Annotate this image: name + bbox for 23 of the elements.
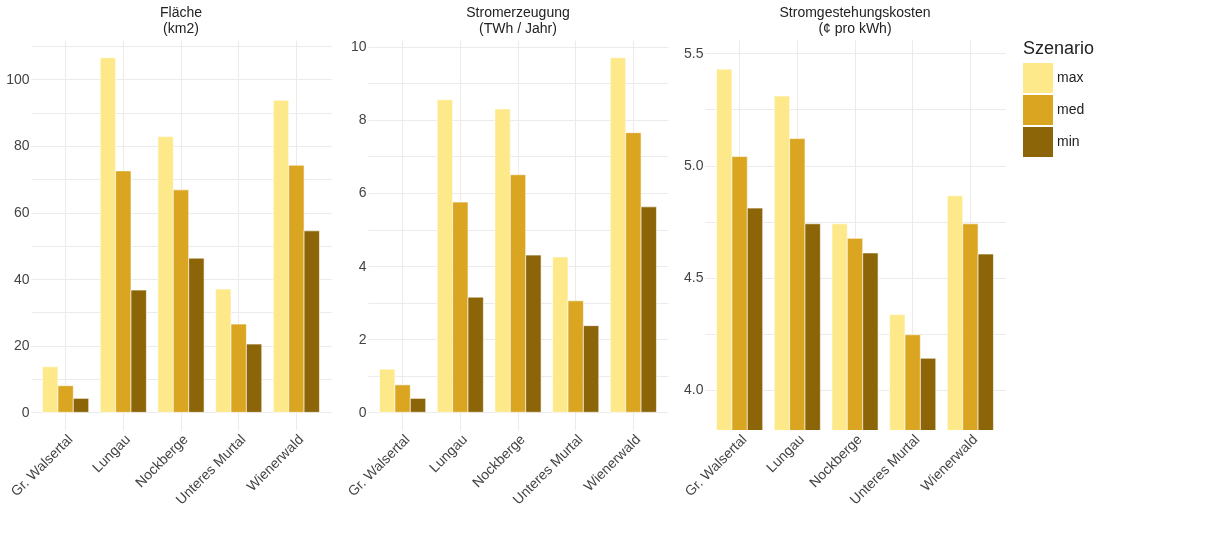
y-tick-label: 40 [13, 270, 30, 287]
y-tick-label: 0 [21, 403, 30, 420]
chart-title: Stromerzeugung (TWh / Jahr) [466, 3, 570, 36]
y-tick-label: 6 [358, 184, 367, 201]
legend-label: min [1057, 133, 1080, 149]
y-tick-label: 4.5 [684, 269, 704, 286]
legend-label: max [1057, 69, 1084, 85]
y-tick-label: 60 [13, 204, 30, 221]
y-tick-label: 5.5 [684, 44, 704, 61]
y-tick-label: 8 [358, 111, 367, 128]
y-tick-label: 4.0 [684, 381, 704, 398]
y-tick-label: 10 [350, 38, 367, 55]
y-tick-label: 100 [6, 70, 30, 87]
legend-label: med [1057, 101, 1085, 117]
y-tick-label: 0 [358, 403, 367, 420]
y-tick-label: 80 [13, 137, 30, 154]
y-tick-label: 2 [358, 330, 367, 347]
legend-title: Szenario [1023, 38, 1095, 58]
y-tick-label: 5.0 [684, 157, 704, 174]
y-tick-label: 20 [13, 337, 30, 354]
y-tick-label: 4 [358, 257, 367, 274]
chart-title: Fläche (km2) [159, 4, 203, 36]
chart-title: Stromgestehungskosten (¢ pro kWh) [779, 4, 931, 36]
